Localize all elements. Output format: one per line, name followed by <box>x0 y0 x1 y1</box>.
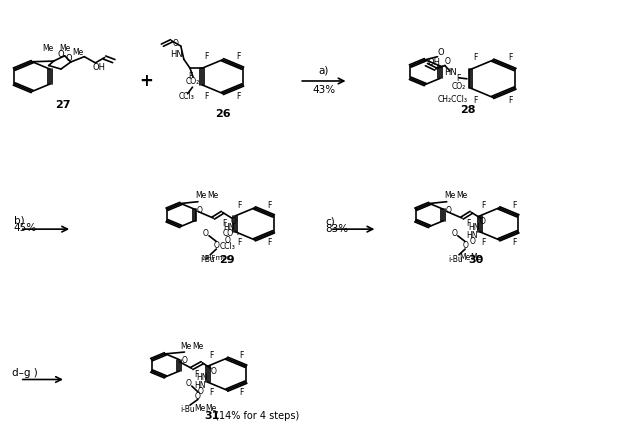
Text: Me: Me <box>471 253 482 263</box>
Text: O: O <box>231 217 236 226</box>
Text: Me: Me <box>196 191 207 200</box>
Text: a): a) <box>318 65 329 75</box>
Text: O: O <box>452 229 458 238</box>
Text: F: F <box>239 388 244 397</box>
Text: 30: 30 <box>468 255 484 265</box>
Text: F: F <box>237 201 242 210</box>
Text: F: F <box>188 72 192 81</box>
Text: CO: CO <box>222 230 233 239</box>
Text: c): c) <box>325 216 335 226</box>
Text: F: F <box>267 201 271 210</box>
Text: HN: HN <box>223 223 235 232</box>
Text: HN: HN <box>445 68 457 77</box>
Text: F: F <box>194 370 199 379</box>
Text: 31: 31 <box>204 411 220 421</box>
Text: NHFmoc: NHFmoc <box>202 255 231 261</box>
Text: F: F <box>473 96 478 105</box>
Text: F: F <box>508 53 512 62</box>
Text: F: F <box>204 93 209 101</box>
Text: Me: Me <box>444 191 455 200</box>
Text: F: F <box>511 238 516 247</box>
Text: d–g ): d–g ) <box>12 368 38 378</box>
Text: O: O <box>195 392 201 401</box>
Text: (14% for 4 steps): (14% for 4 steps) <box>212 411 299 421</box>
Text: O: O <box>181 356 188 365</box>
Text: F: F <box>239 351 244 360</box>
Text: Me: Me <box>73 48 84 57</box>
Text: HN: HN <box>466 231 478 240</box>
Text: F: F <box>456 74 460 83</box>
Text: O: O <box>213 242 219 251</box>
Text: F: F <box>210 388 214 397</box>
Text: Me: Me <box>194 404 205 413</box>
Text: HN: HN <box>468 223 479 232</box>
Text: O: O <box>197 206 203 215</box>
Text: i-Bu: i-Bu <box>449 255 463 264</box>
Text: 27: 27 <box>55 100 70 110</box>
Text: O: O <box>445 57 451 65</box>
Text: Me: Me <box>208 191 219 200</box>
Text: Me: Me <box>205 404 217 413</box>
Text: O: O <box>203 229 209 238</box>
Text: CO₂: CO₂ <box>185 77 199 86</box>
Text: O: O <box>462 242 468 251</box>
Text: O: O <box>186 380 192 388</box>
Text: 28: 28 <box>460 105 476 115</box>
Text: CH₂CCl₃: CH₂CCl₃ <box>437 95 467 104</box>
Text: CCl₃: CCl₃ <box>220 243 236 251</box>
Text: Me: Me <box>460 253 471 263</box>
Text: 26: 26 <box>215 109 230 119</box>
Text: F: F <box>466 219 471 228</box>
Text: O: O <box>225 236 231 245</box>
Text: 29: 29 <box>220 255 235 265</box>
Text: OH: OH <box>428 58 441 67</box>
Text: +: + <box>139 72 152 90</box>
Text: O: O <box>210 367 216 376</box>
Text: O: O <box>197 387 203 396</box>
Text: F: F <box>473 53 478 62</box>
Text: F: F <box>508 96 512 105</box>
Text: CO₂: CO₂ <box>452 82 466 91</box>
Text: F: F <box>222 219 226 228</box>
Text: Me: Me <box>193 342 204 351</box>
Text: F: F <box>236 52 241 61</box>
Text: O: O <box>173 39 179 48</box>
Text: Me: Me <box>457 191 468 200</box>
Text: O: O <box>57 50 64 59</box>
Text: F: F <box>511 201 516 210</box>
Text: F: F <box>267 238 271 247</box>
Text: O: O <box>470 237 475 246</box>
Text: F: F <box>482 201 486 210</box>
Text: HN: HN <box>194 381 206 390</box>
Text: O: O <box>479 217 485 226</box>
Text: OH: OH <box>93 63 106 72</box>
Text: i-Bu: i-Bu <box>200 255 215 264</box>
Text: O: O <box>445 206 452 215</box>
Text: O: O <box>65 54 72 63</box>
Text: 45%: 45% <box>14 223 37 233</box>
Text: F: F <box>482 238 486 247</box>
Text: F: F <box>210 351 214 360</box>
Text: ₂: ₂ <box>238 231 239 236</box>
Text: F: F <box>237 238 242 247</box>
Text: HN: HN <box>170 50 183 59</box>
Text: HN: HN <box>196 373 207 382</box>
Text: F: F <box>236 93 241 101</box>
Text: Me: Me <box>59 44 70 53</box>
Text: Me: Me <box>42 44 53 53</box>
Text: i-Bu: i-Bu <box>180 405 195 414</box>
Text: 43%: 43% <box>312 85 336 95</box>
Text: CCl₃: CCl₃ <box>179 93 195 101</box>
Text: b): b) <box>14 215 24 225</box>
Text: 83%: 83% <box>325 224 348 234</box>
Text: F: F <box>204 52 209 61</box>
Text: Me: Me <box>181 342 192 351</box>
Text: O: O <box>437 48 444 57</box>
